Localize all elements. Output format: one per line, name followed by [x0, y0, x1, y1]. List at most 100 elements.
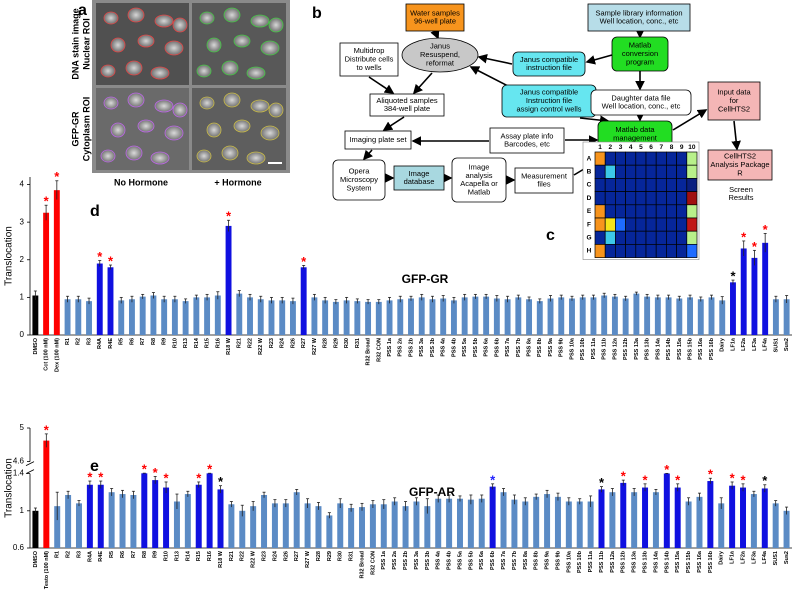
x-tick-label: PSS 14b [666, 337, 672, 360]
bar [419, 297, 425, 335]
well [615, 152, 625, 165]
well [646, 178, 656, 191]
bar [577, 502, 583, 549]
cell-nucleus [234, 120, 250, 132]
x-tick-label: Dairy [720, 337, 726, 352]
bar [773, 503, 779, 548]
significance-star: * [643, 472, 649, 487]
bar [183, 301, 189, 335]
arrow [435, 31, 438, 38]
well [656, 205, 666, 218]
bar [118, 300, 124, 335]
x-tick-label: PSS 16b [708, 550, 714, 573]
bar [709, 297, 715, 335]
cell-nucleus [269, 103, 283, 117]
column-label: + Hormone [214, 177, 261, 187]
well [656, 231, 666, 244]
x-tick-label: R32 CON [376, 338, 382, 362]
well [636, 244, 646, 257]
significance-star: * [741, 229, 747, 244]
bar [326, 515, 332, 548]
bar [440, 299, 446, 335]
bar [718, 503, 724, 548]
significance-star: * [108, 253, 114, 268]
x-tick-label: R31 [355, 338, 361, 348]
x-tick-label: R4E [108, 338, 114, 349]
bar [290, 301, 296, 335]
bar [397, 299, 403, 335]
y-tick-label: 4 [20, 180, 25, 189]
x-tick-label: R14 [194, 337, 200, 348]
cell-nucleus [111, 38, 125, 52]
bar [76, 503, 82, 548]
node-label: System [346, 183, 371, 192]
bar [468, 500, 474, 548]
x-tick-label: R4E [98, 551, 104, 562]
bar [120, 494, 126, 548]
well [595, 218, 605, 231]
cell-nucleus [234, 35, 250, 47]
x-tick-label: R27 W [305, 550, 311, 568]
x-tick-label: R27 W [312, 337, 318, 355]
y-axis-label: Translocation [4, 458, 15, 518]
significance-star: * [730, 470, 736, 485]
well [666, 165, 676, 178]
x-tick-label: R4A [87, 551, 93, 562]
bar [359, 507, 365, 548]
cell-nucleus [251, 15, 269, 27]
x-tick-label: PSS 3b [430, 337, 436, 357]
cell-nucleus [128, 8, 144, 22]
node-label: assign control wells [516, 104, 581, 113]
bar [152, 480, 158, 548]
x-tick-label: PSS 16a [697, 550, 703, 573]
well [636, 231, 646, 244]
cell-nucleus [247, 152, 265, 164]
x-tick-label: PSS 15b [686, 550, 692, 573]
well [646, 192, 656, 205]
well [656, 218, 666, 231]
well [666, 231, 676, 244]
well [656, 244, 666, 257]
well [677, 218, 687, 231]
x-tick-label: PSS 8a [527, 337, 533, 357]
bar [457, 499, 463, 548]
x-tick-label: PSS 5b [468, 550, 474, 570]
well [656, 152, 666, 165]
x-tick-label: R5 [119, 338, 125, 345]
bar [305, 503, 311, 548]
bar [65, 299, 71, 335]
node-label: Matlab [468, 188, 491, 197]
x-tick-label: PSS 10b [577, 550, 583, 573]
x-tick-label: PSS 4b [451, 337, 457, 357]
x-tick-label: R13 [174, 551, 180, 561]
bar [376, 302, 382, 335]
bar [247, 297, 253, 335]
well [595, 178, 605, 191]
plate-row-label: C [587, 182, 592, 189]
bar [311, 297, 317, 335]
x-tick-label: R9 [162, 338, 168, 345]
bar [226, 226, 232, 335]
x-tick-label: PSS 4a [436, 550, 442, 570]
bar [279, 300, 285, 335]
x-tick-label: R28 [316, 551, 322, 561]
cell-nucleus [111, 123, 125, 137]
arrow [734, 121, 737, 149]
significance-star: * [752, 239, 758, 254]
x-tick-label: R29 [333, 338, 339, 348]
cell-nucleus [173, 103, 187, 117]
well [615, 178, 625, 191]
x-tick-label: R24 [272, 550, 278, 561]
bar [569, 299, 575, 335]
bar [108, 267, 114, 335]
well [605, 231, 615, 244]
bar [408, 299, 414, 335]
significance-star: * [301, 254, 307, 269]
bar [762, 243, 768, 335]
node-label: to wells [356, 63, 381, 72]
node-label: Well location, conc., etc [600, 17, 679, 26]
x-tick-label: LF1a [730, 337, 736, 351]
panel-label: c [546, 227, 555, 244]
x-tick-label: PSS 12b [623, 337, 629, 360]
x-tick-label: R7 [140, 338, 146, 345]
